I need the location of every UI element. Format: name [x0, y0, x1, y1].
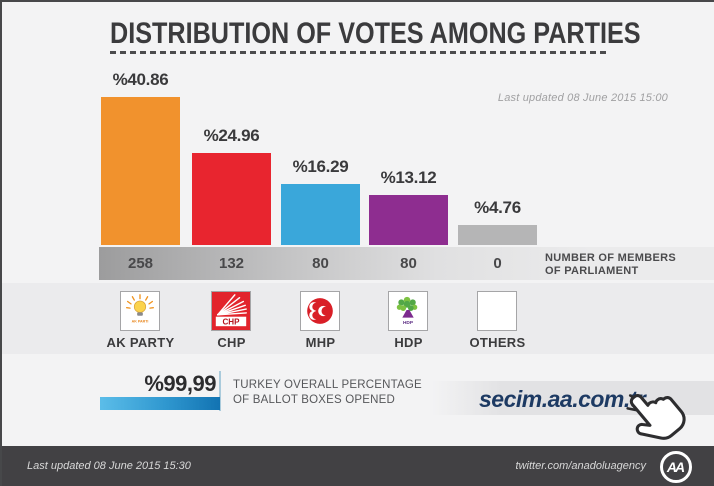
party-label-ak-party: AK PARTY — [106, 335, 175, 350]
seats-hdp: 80 — [400, 255, 417, 272]
hand-cursor-icon — [626, 394, 686, 440]
footer-last-updated: Last updated 08 June 2015 15:30 — [27, 460, 191, 472]
party-label-chp: CHP — [217, 335, 246, 350]
bar-value-label: %4.76 — [474, 198, 521, 217]
bar-ak-party — [101, 97, 180, 245]
chp-logo-text: CHP — [222, 317, 240, 326]
bar-column-ak-party: %40.86 — [101, 62, 180, 245]
ak-party-logo: AK PARTi — [120, 291, 160, 331]
ballot-description: TURKEY OVERALL PERCENTAGE OF BALLOT BOXE… — [233, 378, 422, 408]
page-title: DISTRIBUTION OF VOTES AMONG PARTIES — [110, 17, 641, 50]
chp-logo: CHP — [211, 291, 251, 331]
others-logo-empty — [477, 291, 517, 331]
party-label-hdp: HDP — [394, 335, 423, 350]
bar-value-label: %40.86 — [112, 70, 169, 89]
ak-party-logo-text: AK PARTi — [132, 319, 149, 323]
ballot-description-line1: TURKEY OVERALL PERCENTAGE — [233, 379, 422, 391]
six-arrows-icon: CHP — [215, 294, 247, 326]
seats-caption: NUMBER OF MEMBERS OF PARLIAMENT — [545, 252, 676, 278]
hdp-logo-text: HDP — [403, 320, 413, 326]
title-underline — [110, 51, 607, 54]
bar-hdp — [369, 195, 448, 245]
ballot-percentage: %99,99 — [144, 371, 216, 396]
bar-mhp — [281, 184, 360, 245]
party-label-others: OTHERS — [469, 335, 526, 350]
tree-icon: HDP — [396, 296, 418, 326]
bar-column-hdp: %13.12 — [369, 62, 448, 245]
seats-others: 0 — [493, 255, 502, 272]
ballot-description-line2: OF BALLOT BOXES OPENED — [233, 394, 396, 406]
seats-caption-line2: OF PARLIAMENT — [545, 265, 639, 277]
seats-mhp: 80 — [312, 255, 329, 272]
three-crescents-icon — [307, 298, 333, 324]
seats-chp: 132 — [218, 255, 245, 272]
seats-band — [99, 247, 714, 280]
footer-bar: Last updated 08 June 2015 15:30 twitter.… — [2, 446, 714, 486]
bar-column-others: %4.76 — [458, 62, 537, 245]
footer-twitter-link[interactable]: twitter.com/anadoluagency — [515, 460, 646, 472]
bar-value-label: %13.12 — [380, 168, 437, 187]
website-link[interactable]: secim.aa.com.tr — [479, 386, 646, 412]
aa-agency-logo-text: AA — [666, 459, 685, 475]
bar-value-label: %24.96 — [203, 126, 260, 145]
aa-agency-logo: AA — [660, 451, 692, 483]
lightbulb-icon: AK PARTi — [126, 294, 154, 323]
seats-caption-line1: NUMBER OF MEMBERS — [545, 252, 676, 264]
bar-value-label: %16.29 — [292, 157, 349, 176]
hdp-logo: HDP — [388, 291, 428, 331]
chart-last-updated: Last updated 08 June 2015 15:00 — [497, 92, 668, 104]
bar-chp — [192, 153, 271, 245]
ballot-marker-line — [219, 371, 221, 411]
seats-ak-party: 258 — [127, 255, 154, 272]
bar-column-chp: %24.96 — [192, 62, 271, 245]
bar-column-mhp: %16.29 — [281, 62, 360, 245]
mhp-logo — [300, 291, 340, 331]
party-label-mhp: MHP — [305, 335, 336, 350]
ballot-progress-bar — [100, 397, 220, 410]
bar-others — [458, 225, 537, 245]
